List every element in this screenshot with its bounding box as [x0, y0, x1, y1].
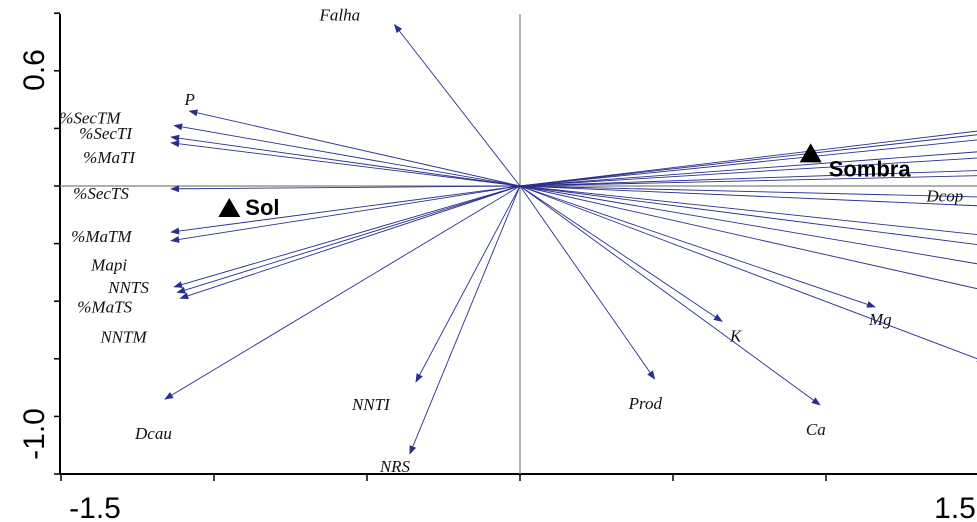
sample-marker: [218, 198, 241, 218]
vector-arrow: [170, 185, 521, 243]
vector-group: Falha P %SecTM%SecTI %MaTI %SecTS %MaTM Mapi NN…: [59, 6, 977, 476]
vector-arrow: [519, 130, 977, 187]
vector-arrow: [519, 185, 977, 363]
vector-arrow: [173, 123, 521, 187]
tick-labels: -1.5 1.5 0.6 -1.0: [18, 49, 976, 522]
vector-label: Dcop: [925, 187, 963, 206]
vector-arrow: [188, 109, 521, 187]
vector-label: NNTS: [107, 278, 149, 297]
vector-arrow: [409, 185, 521, 455]
vector-arrow: [519, 185, 876, 308]
vector-label: NNTM: [99, 327, 147, 346]
vector-label: %MaTI: [83, 148, 136, 167]
plot-frame: [54, 12, 977, 481]
vector-label: K: [729, 326, 743, 345]
vector-arrow: [519, 185, 977, 290]
vector-label: Falha: [319, 6, 361, 25]
sample-marker: [799, 143, 822, 163]
vector-arrow: [519, 185, 821, 406]
vector-label: Dcau: [134, 424, 172, 443]
vector-arrow: [519, 185, 977, 207]
sample-group: Sol Sombra: [218, 143, 911, 220]
vector-arrow: [519, 185, 977, 245]
y-tick-label-min: -1.0: [18, 408, 51, 460]
vector-arrow: [179, 185, 521, 300]
sample-label: Sombra: [829, 156, 912, 181]
reference-lines: [60, 14, 977, 474]
vector-arrow: [519, 185, 723, 322]
vector-label: Ca: [806, 420, 826, 439]
vector-label: %MaTS: [77, 298, 132, 317]
vector-arrow: [415, 185, 521, 383]
vector-label: %SecTI: [79, 124, 133, 143]
vector-label: %SecTS: [73, 184, 129, 203]
vector-arrow: [173, 185, 521, 288]
vector-label: P: [184, 90, 195, 109]
vector-label: NRS: [379, 457, 411, 476]
x-tick-label-max: 1.5: [934, 492, 976, 522]
vector-arrow: [519, 139, 977, 187]
vector-label: %SecTM: [59, 109, 121, 128]
x-tick-label-min: -1.5: [69, 492, 121, 522]
vector-arrow: [519, 185, 656, 380]
vector-arrow: [176, 185, 521, 294]
sample-label: Sol: [245, 195, 279, 220]
y-tick-label-max: 0.6: [18, 49, 51, 91]
vector-arrow: [519, 175, 977, 187]
vector-label: NNTI: [351, 395, 391, 414]
vector-arrow: [519, 185, 977, 198]
vector-arrow: [170, 134, 521, 187]
vector-arrow: [170, 185, 521, 193]
vector-arrow: [170, 185, 521, 235]
vector-label: %MaTM: [71, 227, 132, 246]
vector-arrow: [519, 157, 977, 187]
vector-label: Mapi: [90, 256, 127, 275]
vector-label: Prod: [628, 394, 663, 413]
vector-arrow: [164, 185, 521, 400]
vector-arrow: [519, 151, 977, 187]
vector-label: Mg: [868, 310, 892, 329]
vector-arrow: [393, 23, 521, 187]
vector-arrow: [519, 170, 977, 187]
vector-arrow: [170, 140, 521, 187]
vector-arrow: [519, 185, 977, 265]
vector-arrow: [519, 185, 977, 235]
